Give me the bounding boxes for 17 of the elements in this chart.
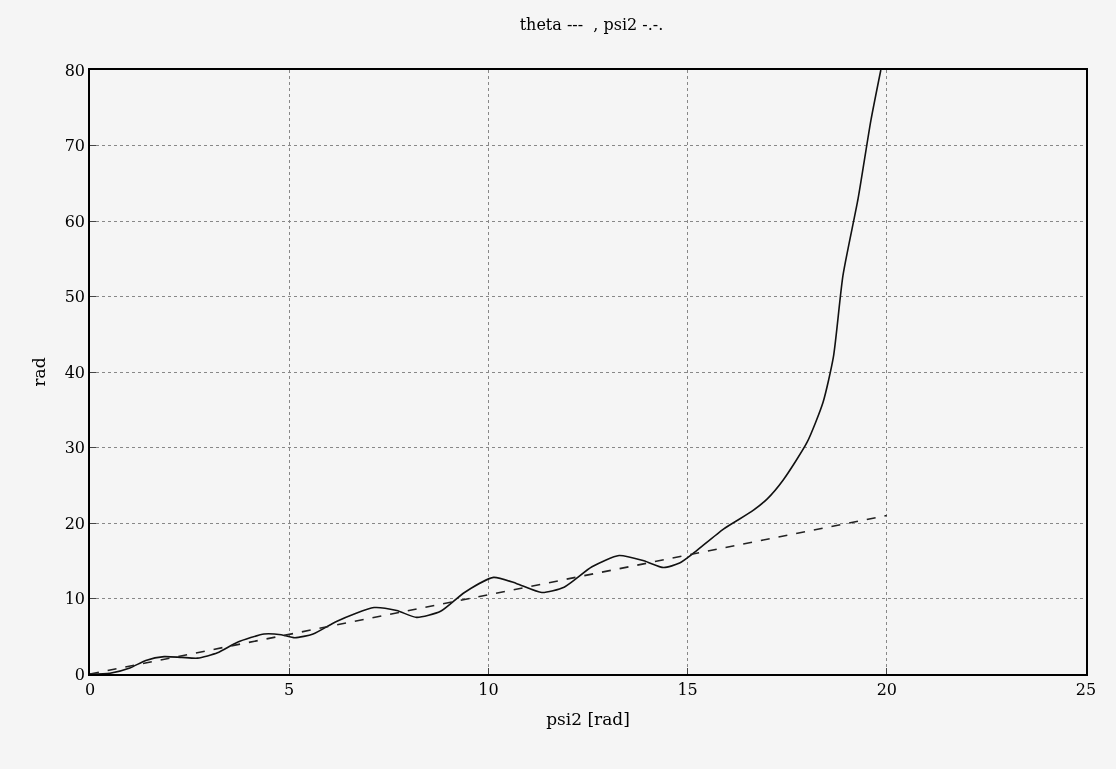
y-tick-label: 10 [64, 589, 86, 609]
y-tick-label: 80 [64, 60, 86, 80]
x-tick-label: 5 [284, 679, 295, 699]
x-axis-title: psi2 [rad] [546, 708, 630, 729]
x-tick-label: 10 [478, 679, 499, 699]
y-axis-title: rad [28, 357, 49, 387]
y-tick-label: 30 [64, 438, 86, 458]
y-tick-label: 0 [74, 664, 86, 684]
chart-title: theta --- , psi2 -.-. [519, 15, 664, 35]
y-tick-label: 70 [64, 136, 86, 156]
y-tick-label: 50 [64, 287, 86, 307]
y-tick-label: 60 [64, 211, 86, 231]
y-tick-label: 40 [64, 362, 86, 382]
x-tick-label: 25 [1075, 679, 1097, 699]
y-tick-label: 20 [64, 513, 86, 533]
x-tick-label: 15 [677, 679, 698, 699]
x-tick-label: 20 [876, 679, 897, 699]
